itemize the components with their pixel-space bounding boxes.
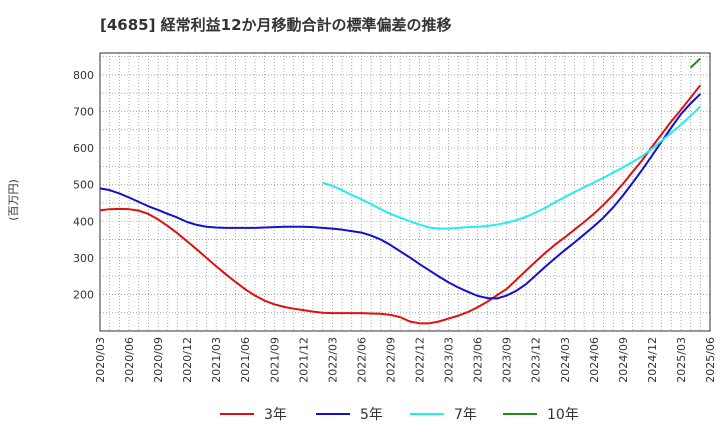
x-tick-label: 2022/12 [414,337,427,383]
series-line-10年 [689,57,702,69]
y-tick-label: 300 [73,252,94,265]
x-tick-label: 2025/06 [704,337,717,383]
y-axis-label: (百万円) [7,179,20,221]
y-tick-label: 200 [73,288,94,301]
legend-label: 3年 [264,407,287,423]
y-tick-label: 500 [73,179,94,192]
legend-swatch [316,413,350,415]
x-tick-label: 2020/03 [94,337,107,383]
plot-border [99,52,711,332]
x-tick-label: 2025/03 [675,337,688,383]
legend-label: 10年 [547,407,579,423]
x-tick-label: 2020/06 [123,337,136,383]
x-tick-label: 2020/12 [181,337,194,383]
legend-swatch [410,413,444,415]
x-tick-label: 2022/09 [384,337,397,383]
y-tick-label: 600 [73,142,94,155]
y-tick-label: 400 [73,215,94,228]
legend-label: 5年 [360,407,383,423]
y-tick-label: 800 [73,69,94,82]
x-tick-label: 2024/03 [559,337,572,383]
legend-swatch [503,413,537,415]
x-tick-label: 2020/09 [152,337,165,383]
x-tick-label: 2024/09 [617,337,630,383]
x-tick-label: 2023/06 [472,337,485,383]
legend-item: 3年 [220,402,287,426]
x-tick-label: 2022/06 [355,337,368,383]
series-line-3年 [99,84,702,325]
legend-label: 7年 [454,407,477,423]
x-tick-label: 2024/12 [646,337,659,383]
series-line-7年 [322,105,702,230]
chart-title: [4685] 経常利益12か月移動合計の標準偏差の推移 [100,16,452,34]
x-tick-label: 2021/06 [239,337,252,383]
legend-item: 7年 [410,402,477,426]
series-line-5年 [99,93,702,300]
x-tick-label: 2023/09 [501,337,514,383]
tick-labels: 200 300 400 500 600 700 800 2020/03 2020/06 2020/… [73,69,717,383]
series-lines [99,57,702,325]
x-tick-label: 2022/03 [326,337,339,383]
x-tick-label: 2021/12 [297,337,310,383]
legend-item: 5年 [316,402,383,426]
x-tick-label: 2021/09 [268,337,281,383]
chart-legend: 3年 5年 7年 10年 [0,402,720,426]
legend-swatch [220,413,254,415]
x-tick-label: 2023/12 [530,337,543,383]
legend-item: 10年 [503,402,579,426]
grid-lines [99,53,711,331]
x-tick-label: 2023/03 [443,337,456,383]
x-tick-label: 2021/03 [210,337,223,383]
x-tick-label: 2024/06 [588,337,601,383]
y-tick-label: 700 [73,106,94,119]
axes [99,52,711,332]
